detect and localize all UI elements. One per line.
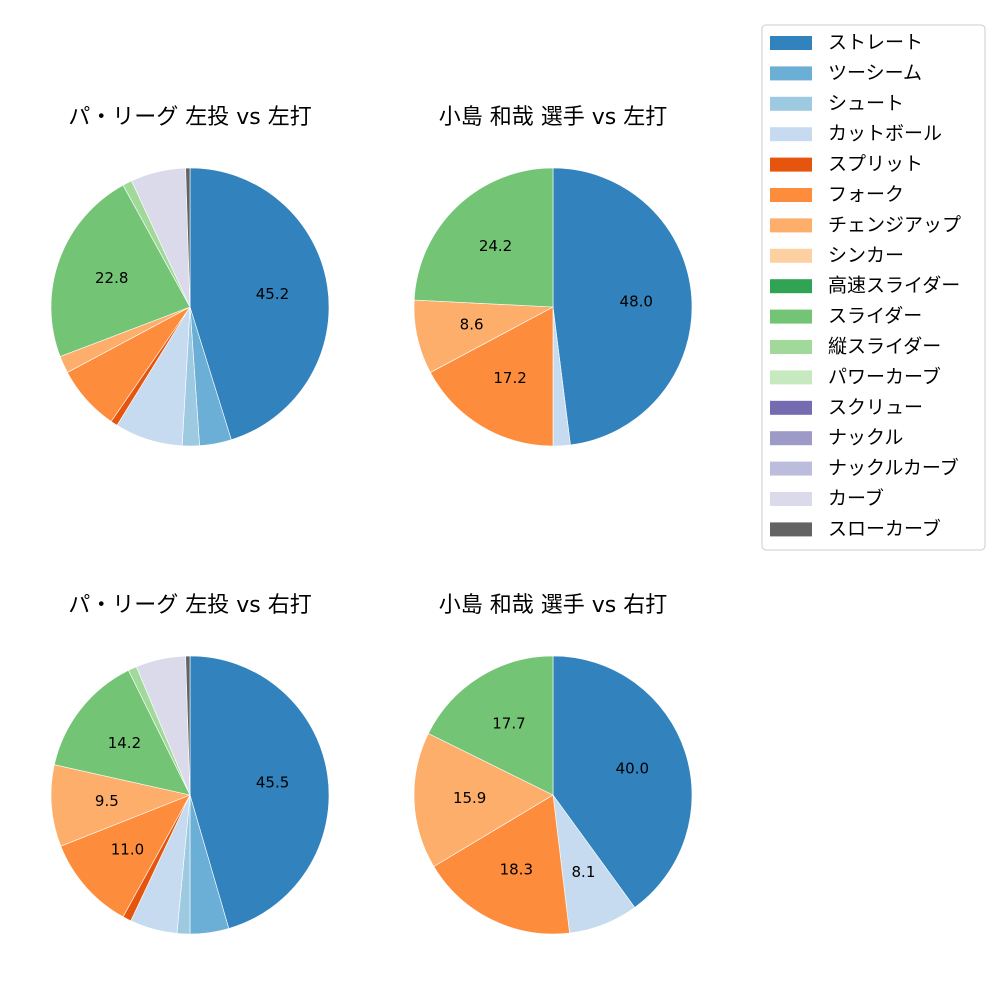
pie-slice: [60, 794, 191, 918]
pie-slice: [50, 184, 191, 357]
legend-label: スプリット: [828, 153, 923, 175]
pie-slice: [413, 733, 554, 867]
legend-swatch: [770, 522, 812, 537]
slice-label: 11.0: [111, 841, 144, 859]
pie-slice: [429, 306, 554, 447]
slice-label: 48.0: [620, 292, 653, 310]
legend-label: フォーク: [828, 184, 904, 206]
legend-swatch: [770, 36, 812, 50]
slice-label: 18.3: [500, 860, 533, 878]
legend-swatch: [770, 279, 812, 294]
legend-label: ツーシーム: [828, 62, 922, 84]
legend-label: 縦スライダー: [828, 336, 941, 358]
slice-label: 17.7: [492, 715, 525, 733]
legend-swatch: [770, 66, 812, 81]
pie-slice: [552, 167, 693, 446]
chart-title: パ・リーグ 左投 vs 右打: [68, 593, 311, 618]
legend-label: カットボール: [828, 123, 942, 145]
legend-box: [761, 24, 986, 551]
pie-slice: [185, 655, 191, 796]
slice-label: 9.5: [95, 792, 119, 810]
legend-swatch: [770, 248, 812, 263]
legend-swatch: [770, 461, 812, 476]
pie-slice: [427, 655, 554, 796]
legend-label: ナックル: [828, 427, 903, 449]
slice-label: 24.2: [479, 237, 512, 255]
legend-swatch: [770, 218, 812, 233]
legend-swatch: [770, 340, 812, 354]
pie-slice: [50, 764, 192, 847]
legend-label: パワーカーブ: [828, 365, 941, 388]
slice-label: 22.8: [95, 269, 128, 287]
legend-label: スクリュー: [828, 396, 923, 418]
legend-label: 高速スライダー: [828, 275, 960, 297]
legend-swatch: [770, 188, 812, 202]
chart-title: パ・リーグ 左投 vs 左打: [68, 105, 311, 130]
legend-label: シンカー: [828, 244, 904, 266]
pie-slice: [189, 655, 330, 929]
slice-label: 14.2: [108, 734, 141, 752]
legend-label: スライダー: [828, 305, 922, 327]
slice-label: 45.2: [256, 285, 289, 303]
slice-label: 15.9: [453, 789, 486, 807]
slice-label: 17.2: [493, 369, 526, 387]
pie-slice: [53, 669, 191, 796]
legend-swatch: [770, 309, 812, 324]
chart-title: 小島 和哉 選手 vs 右打: [439, 593, 667, 618]
pie-slice: [413, 167, 554, 308]
slice-label: 45.5: [256, 774, 289, 792]
slice-label: 8.6: [460, 316, 484, 334]
pie-slice: [433, 794, 570, 935]
legend-swatch: [770, 96, 812, 111]
legend-swatch: [770, 492, 812, 506]
legend-swatch: [770, 127, 812, 142]
legend-label: ナックルカーブ: [828, 456, 959, 479]
legend-label: チェンジアップ: [828, 214, 961, 236]
pie-slice: [189, 167, 330, 441]
legend-label: シュート: [828, 92, 904, 114]
legend-label: スローカーブ: [828, 517, 941, 540]
slice-label: 8.1: [572, 863, 596, 881]
legend-swatch: [770, 157, 812, 172]
legend-label: カーブ: [828, 487, 884, 510]
legend-swatch: [770, 400, 812, 415]
legend-swatch: [770, 431, 812, 446]
slice-label: 40.0: [616, 760, 649, 778]
chart-title: 小島 和哉 選手 vs 左打: [439, 105, 667, 130]
pie-slice: [552, 655, 693, 908]
legend-label: ストレート: [828, 32, 923, 54]
pie-slice: [185, 167, 191, 308]
legend-swatch: [770, 370, 812, 385]
